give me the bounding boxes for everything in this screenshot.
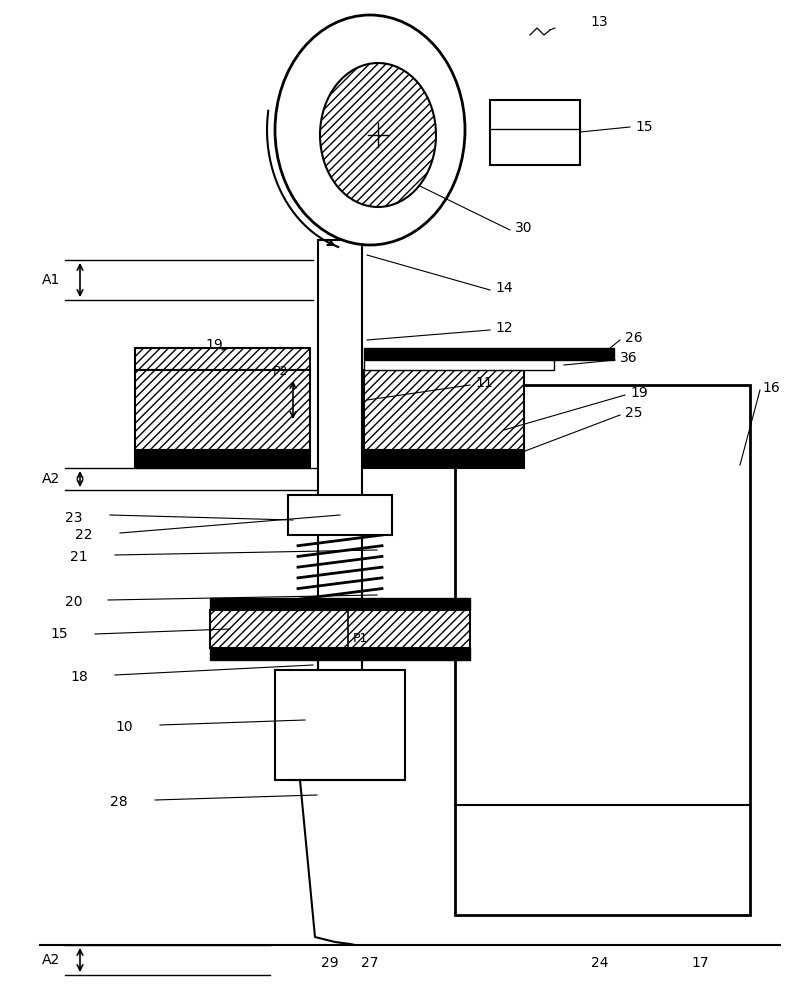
- Text: 21: 21: [70, 550, 87, 564]
- Text: A1: A1: [42, 273, 60, 287]
- Bar: [364, 360, 554, 370]
- Text: 20: 20: [65, 595, 83, 609]
- Bar: [135, 450, 310, 468]
- Text: 12: 12: [495, 321, 513, 335]
- Text: A2: A2: [42, 953, 60, 967]
- Text: 13: 13: [590, 15, 608, 29]
- Ellipse shape: [320, 63, 436, 207]
- Bar: [210, 598, 470, 610]
- Text: 18: 18: [70, 670, 88, 684]
- Text: 24: 24: [591, 956, 609, 970]
- Text: 23: 23: [65, 511, 83, 525]
- Text: 28: 28: [110, 795, 127, 809]
- Text: 11: 11: [475, 376, 493, 390]
- Bar: [455, 385, 750, 915]
- Bar: [364, 450, 524, 468]
- Text: 16: 16: [762, 381, 779, 395]
- Text: P2: P2: [272, 365, 288, 378]
- Text: 19: 19: [205, 338, 223, 352]
- Text: A2: A2: [42, 472, 60, 486]
- Bar: [364, 370, 524, 450]
- Text: 29: 29: [321, 956, 339, 970]
- Bar: [318, 240, 362, 680]
- Bar: [364, 348, 614, 360]
- Text: 15: 15: [50, 627, 67, 641]
- Ellipse shape: [275, 15, 465, 245]
- Text: 10: 10: [115, 720, 133, 734]
- Text: 25: 25: [625, 406, 642, 420]
- Text: P1: P1: [353, 633, 368, 646]
- Text: 36: 36: [620, 351, 638, 365]
- Text: 19: 19: [630, 386, 648, 400]
- Text: 17: 17: [691, 956, 709, 970]
- Text: 15: 15: [635, 120, 653, 134]
- Bar: [275, 670, 405, 780]
- Bar: [288, 495, 392, 535]
- Text: 27: 27: [361, 956, 379, 970]
- Text: 26: 26: [625, 331, 642, 345]
- Bar: [135, 348, 310, 370]
- Text: 22: 22: [75, 528, 92, 542]
- Text: 30: 30: [515, 221, 533, 235]
- Text: 14: 14: [495, 281, 513, 295]
- Bar: [210, 648, 470, 660]
- Bar: [135, 370, 310, 450]
- Bar: [210, 610, 470, 648]
- Bar: [490, 100, 580, 165]
